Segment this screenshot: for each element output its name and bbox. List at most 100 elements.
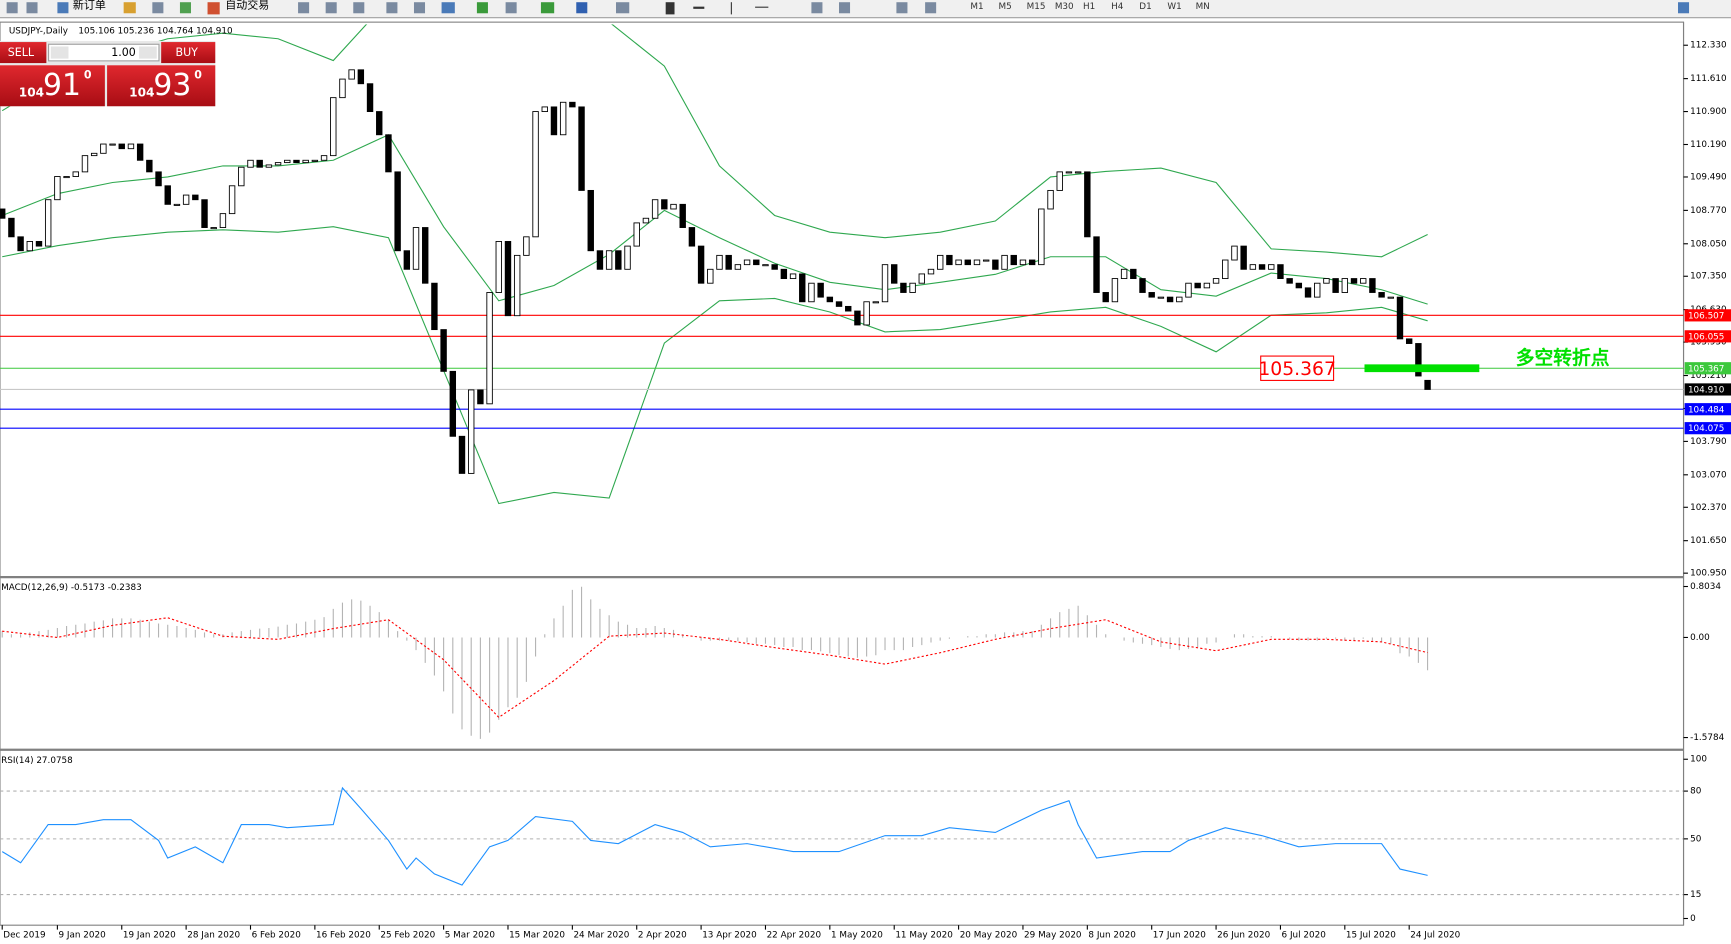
candle xyxy=(17,236,24,252)
y-tick-label: 0 xyxy=(1690,914,1696,924)
sell-label[interactable]: SELL xyxy=(8,46,35,59)
candle xyxy=(1249,264,1257,270)
timeframe-button[interactable]: MN xyxy=(1196,2,1210,12)
x-tick-label: 6 Feb 2020 xyxy=(252,931,302,941)
candle xyxy=(624,245,631,270)
candle xyxy=(54,176,61,201)
candle xyxy=(1405,338,1413,344)
y-tick-label: 100 xyxy=(1690,755,1707,765)
candle xyxy=(845,305,852,312)
lots-up[interactable] xyxy=(139,46,157,59)
price-tag xyxy=(1684,362,1731,375)
bollinger-upper xyxy=(1,24,1428,258)
annotation-price: 105.367 xyxy=(1258,359,1336,380)
y-tick-label: 109.490 xyxy=(1690,172,1727,182)
x-tick-label: 16 Feb 2020 xyxy=(316,931,371,941)
bid-button[interactable] xyxy=(0,65,105,107)
ask-big: 104 xyxy=(129,85,154,99)
candle xyxy=(863,301,870,326)
y-tick-label: 107.350 xyxy=(1690,272,1727,282)
candle xyxy=(458,435,466,474)
candle xyxy=(210,227,217,230)
timeframe-button[interactable]: M5 xyxy=(999,2,1012,12)
y-tick-label: 101.650 xyxy=(1690,536,1727,546)
candle xyxy=(412,227,420,270)
timeframe-button[interactable]: H4 xyxy=(1111,2,1124,12)
candle xyxy=(265,164,273,168)
toolbar-new-order[interactable]: 新订单 xyxy=(73,0,106,12)
candle xyxy=(1084,171,1091,238)
ask-point: 0 xyxy=(194,68,202,81)
candle xyxy=(422,227,429,284)
candle xyxy=(26,241,33,252)
x-tick-label: 17 Jun 2020 xyxy=(1153,931,1206,941)
lots-value[interactable]: 1.00 xyxy=(111,46,136,59)
candle xyxy=(81,155,89,173)
candle xyxy=(1277,264,1284,280)
candle xyxy=(1194,282,1201,289)
timeframe-button[interactable]: D1 xyxy=(1139,2,1151,12)
candle xyxy=(192,194,199,201)
candle xyxy=(173,203,181,206)
toolbar xyxy=(0,0,1731,18)
candle xyxy=(1350,278,1358,284)
candle xyxy=(477,389,484,405)
candle xyxy=(63,176,70,179)
candle xyxy=(605,250,613,270)
x-tick-label: 2 Apr 2020 xyxy=(638,931,687,941)
lots-down[interactable] xyxy=(50,46,69,59)
candle xyxy=(1240,245,1247,270)
candle xyxy=(771,264,778,270)
price-tag xyxy=(1684,309,1731,322)
sell-button[interactable] xyxy=(0,42,47,64)
timeframe-button[interactable]: W1 xyxy=(1167,2,1181,12)
candle xyxy=(1314,282,1321,298)
lots-input[interactable] xyxy=(48,43,160,62)
buy-label[interactable]: BUY xyxy=(176,46,199,59)
timeframe-button[interactable]: M30 xyxy=(1055,2,1074,12)
ask-button[interactable] xyxy=(107,65,216,107)
candle xyxy=(1065,171,1073,174)
x-tick-label: 8 Jun 2020 xyxy=(1088,931,1136,941)
candle xyxy=(697,245,705,284)
candle xyxy=(256,159,263,168)
candle xyxy=(578,106,585,191)
buy-button[interactable] xyxy=(161,42,216,64)
candle xyxy=(1111,278,1119,303)
candle xyxy=(155,171,162,187)
timeframe-button[interactable]: M1 xyxy=(970,2,983,12)
candle xyxy=(1001,254,1008,270)
candle xyxy=(872,301,880,304)
candle xyxy=(688,227,696,247)
timeframe-button[interactable]: H1 xyxy=(1083,2,1095,12)
candle xyxy=(118,143,125,150)
candle xyxy=(532,111,539,238)
candle xyxy=(973,259,981,266)
candle xyxy=(164,185,171,205)
candle xyxy=(826,296,834,303)
candle xyxy=(642,217,650,224)
rsi-line xyxy=(1,786,1428,886)
candle xyxy=(348,69,355,80)
x-tick-label: Dec 2019 xyxy=(3,931,45,941)
candle xyxy=(670,203,677,210)
candle xyxy=(1038,208,1045,266)
x-tick-label: 1 May 2020 xyxy=(831,931,883,941)
y-tick-label: 108.050 xyxy=(1690,239,1727,249)
timeframe-button[interactable]: M15 xyxy=(1027,2,1046,12)
turning-point-bar xyxy=(1364,364,1480,373)
candle xyxy=(615,250,622,270)
candle xyxy=(44,199,52,247)
candle xyxy=(339,78,346,99)
candle xyxy=(881,264,889,303)
chart-area xyxy=(0,21,1685,926)
candle xyxy=(808,282,815,303)
candle xyxy=(1102,292,1109,303)
price-tag-label: 105.367 xyxy=(1688,364,1724,374)
candle xyxy=(918,273,926,284)
x-tick-label: 5 Mar 2020 xyxy=(445,931,496,941)
candle xyxy=(513,254,521,317)
toolbar-auto-trading[interactable]: 自动交易 xyxy=(225,0,269,12)
candle xyxy=(357,69,365,85)
candle xyxy=(311,159,319,162)
